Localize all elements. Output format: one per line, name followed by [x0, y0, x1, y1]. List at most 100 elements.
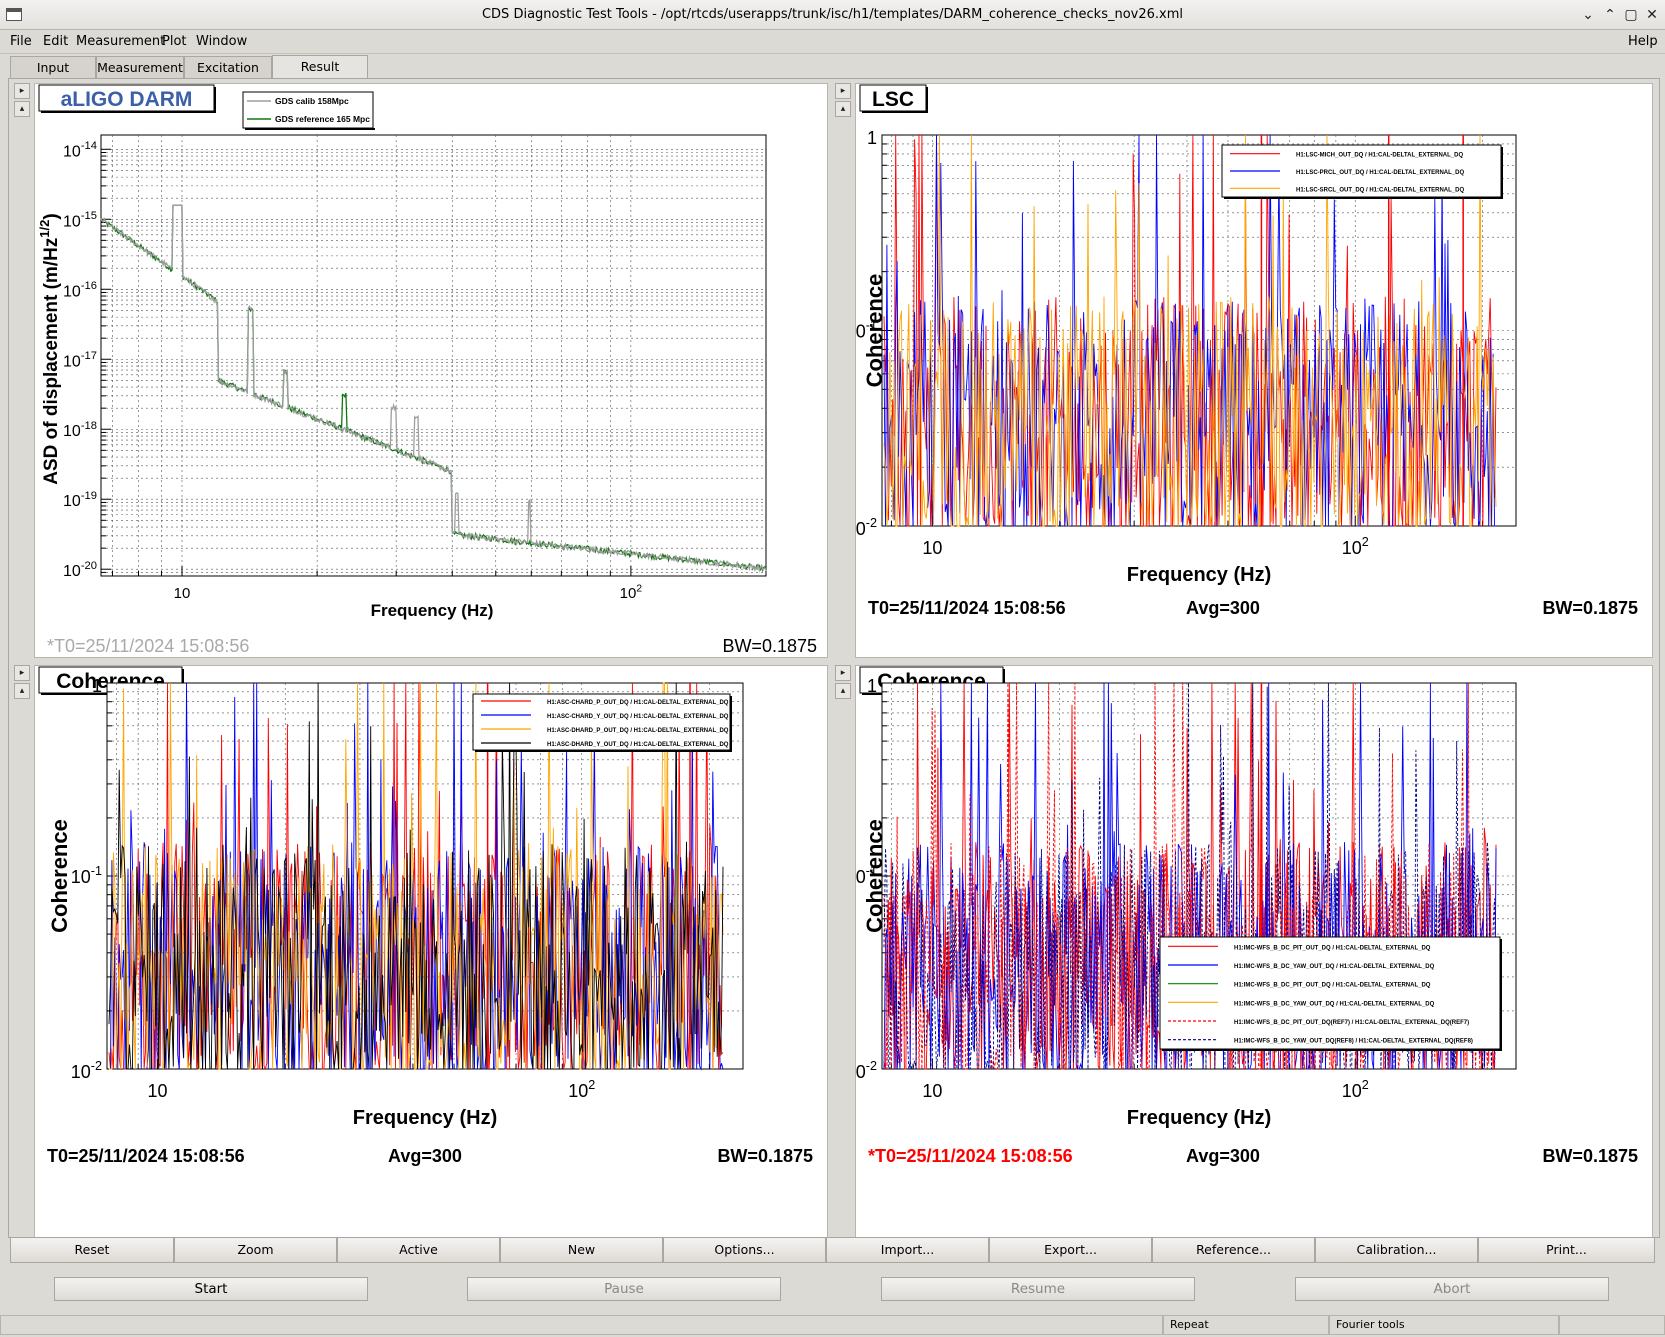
- pad0-footer-bw: BW=0.1875: [722, 636, 817, 656]
- status-repeat: Repeat: [1163, 1315, 1329, 1335]
- pad3-legend-entry-3: H1:IMC-WFS_B_DC_YAW_OUT_DQ / H1:CAL-DELT…: [1234, 1001, 1435, 1007]
- pad2-legend: [472, 693, 731, 751]
- pad3-legend-entry-1: H1:IMC-WFS_B_DC_YAW_OUT_DQ / H1:CAL-DELT…: [1234, 964, 1435, 970]
- pad2-legend-entry-3: H1:ASC-DHARD_Y_OUT_DQ / H1:CAL-DELTAL_EX…: [547, 742, 729, 748]
- pad3-ylabel: Coherence: [862, 819, 887, 933]
- pad0-grid: [101, 135, 766, 576]
- pad3-ytick-1: 10-1: [856, 864, 877, 887]
- export-button[interactable]: Export...: [989, 1237, 1152, 1263]
- plot-pad-imc-coherence[interactable]: Coherence 1 10-1 10-2 10 102 H1:IMC-WFS_B_DC_P…: [855, 665, 1653, 1238]
- status-field-main: [0, 1315, 1163, 1335]
- pad3-footer-bw: BW=0.1875: [1542, 1146, 1638, 1166]
- resume-button[interactable]: Resume: [881, 1277, 1195, 1301]
- pad1-legend-entry-1: H1:LSC-PRCL_OUT_DQ / H1:CAL-DELTAL_EXTER…: [1296, 170, 1464, 176]
- restore-button[interactable]: ▢: [1624, 7, 1638, 23]
- pad1-legend-entry-0: H1:LSC-MICH_OUT_DQ / H1:CAL-DELTAL_EXTER…: [1296, 153, 1463, 159]
- status-field-end: [1559, 1315, 1665, 1335]
- pad1-xlabel: Frequency (Hz): [1127, 564, 1271, 586]
- plot-pad-lsc[interactable]: LSC 1 10-1 10-2 10 102 H1:LSC-MICH_OUT_DQ / H1…: [855, 83, 1653, 658]
- plot-pad-darm[interactable]: aLIGO DARM 10-14 10-15 10-16 10-17 10-18 10-19…: [34, 83, 828, 658]
- tab-measurement[interactable]: Measurement: [96, 56, 184, 78]
- start-button[interactable]: Start: [54, 1277, 368, 1301]
- options-button[interactable]: Options...: [663, 1237, 826, 1263]
- pad1-footer-avg: Avg=300: [1186, 598, 1260, 618]
- pad3-ytick-0: 1: [867, 676, 877, 696]
- pad2-trace: [109, 682, 724, 1070]
- pad-collapse-arrow-2[interactable]: ▴: [835, 101, 851, 117]
- maximize-button[interactable]: ⌃: [1604, 7, 1616, 23]
- pad2-legend-entry-0: H1:ASC-CHARD_P_OUT_DQ / H1:CAL-DELTAL_EX…: [547, 700, 729, 706]
- pad1-ytick-1: 10-1: [856, 318, 877, 341]
- calibration-button[interactable]: Calibration...: [1315, 1237, 1478, 1263]
- pad1-xtick-0: 10: [922, 538, 942, 558]
- pad1-xtick-1: 102: [1342, 535, 1369, 558]
- pad1-trace: [883, 134, 1497, 528]
- pad2-xtick-0: 10: [148, 1081, 168, 1101]
- zoom-button[interactable]: Zoom: [174, 1237, 337, 1263]
- pad0-xtick-1: 102: [620, 582, 643, 602]
- pad0-legend-entry-1: GDS reference 165 Mpc: [275, 114, 370, 124]
- pad2-ytick-1: 10-1: [71, 864, 102, 887]
- pad3-ytick-2: 10-2: [856, 1059, 877, 1082]
- pad0-ytick-4: 10-18: [63, 420, 97, 440]
- pad-expand-arrow-2[interactable]: ▸: [835, 83, 851, 99]
- pad-collapse-arrow-4[interactable]: ▴: [835, 683, 851, 699]
- tab-result[interactable]: Result: [272, 55, 368, 78]
- pad3-legend-entry-5: H1:IMC-WFS_B_DC_YAW_OUT_DQ(REF8) / H1:CA…: [1234, 1039, 1473, 1045]
- pad1-trace: [883, 134, 1496, 527]
- pad2-trace: [109, 682, 724, 1071]
- pad2-footer-time: T0=25/11/2024 15:08:56: [47, 1146, 245, 1166]
- pad-collapse-arrow-1[interactable]: ▴: [14, 101, 30, 117]
- pad2-ylabel: Coherence: [47, 819, 72, 933]
- menu-measurement[interactable]: Measurement: [76, 34, 166, 49]
- status-bar: Repeat Fourier tools: [0, 1312, 1665, 1337]
- menu-window[interactable]: Window: [196, 34, 248, 49]
- reset-button[interactable]: Reset: [10, 1237, 174, 1263]
- pad2-ytick-0: 1: [92, 676, 102, 696]
- pad2-xlabel: Frequency (Hz): [353, 1107, 497, 1129]
- active-button[interactable]: Active: [337, 1237, 500, 1263]
- pad0-xtick-0: 10: [174, 585, 191, 602]
- menu-plot[interactable]: Plot: [162, 34, 187, 49]
- plot-canvas-2: Coherence 1 10-1 10-2 10 102 H1:ASC-CHARD_P_OU…: [38, 666, 813, 1166]
- pad2-legend-entry-2: H1:ASC-DHARD_P_OUT_DQ / H1:CAL-DELTAL_EX…: [547, 728, 729, 734]
- abort-button[interactable]: Abort: [1295, 1277, 1609, 1301]
- menu-file[interactable]: File: [10, 34, 32, 49]
- reference-button[interactable]: Reference...: [1152, 1237, 1315, 1263]
- pad1-title: LSC: [872, 88, 914, 111]
- minimize-button[interactable]: ⌄: [1582, 7, 1594, 23]
- close-button[interactable]: ✕: [1646, 7, 1658, 23]
- pad0-ylabel: ASD of displacement (m/Hz1/2): [37, 213, 62, 484]
- plot-pad-asc-coherence[interactable]: Coherence 1 10-1 10-2 10 102 H1:ASC-CHARD_P_OU…: [34, 665, 828, 1238]
- print-button[interactable]: Print...: [1478, 1237, 1655, 1263]
- tab-excitation[interactable]: Excitation: [184, 56, 272, 78]
- pad3-xtick-0: 10: [922, 1081, 942, 1101]
- pad0-ytick-3: 10-17: [63, 350, 97, 370]
- pad0-ytick-2: 10-16: [63, 280, 97, 300]
- pad2-footer-bw: BW=0.1875: [717, 1146, 813, 1166]
- pad-collapse-arrow-3[interactable]: ▴: [14, 683, 30, 699]
- pad0-legend-entry-0: GDS calib 158Mpc: [275, 96, 349, 106]
- new-button[interactable]: New: [500, 1237, 663, 1263]
- plot-canvas-0: aLIGO DARM 10-14 10-15 10-16 10-17 10-18 10-19…: [37, 84, 817, 656]
- plot-toolbar: Reset Zoom Active New Options... Import.…: [10, 1237, 1655, 1263]
- plot-canvas-3: Coherence 1 10-1 10-2 10 102 H1:IMC-WFS_B_DC_P…: [856, 666, 1638, 1166]
- pad2-footer-avg: Avg=300: [388, 1146, 462, 1166]
- pad-expand-arrow-3[interactable]: ▸: [14, 665, 30, 681]
- window-menu-icon[interactable]: [6, 8, 22, 21]
- menu-help[interactable]: Help: [1628, 34, 1658, 49]
- pad2-legend-entry-1: H1:ASC-CHARD_Y_OUT_DQ / H1:CAL-DELTAL_EX…: [547, 714, 729, 720]
- menu-edit[interactable]: Edit: [43, 34, 69, 49]
- pad3-xtick-1: 102: [1342, 1078, 1369, 1101]
- tab-input[interactable]: Input: [10, 56, 96, 78]
- title-bar: CDS Diagnostic Test Tools - /opt/rtcds/u…: [0, 0, 1665, 30]
- import-button[interactable]: Import...: [826, 1237, 989, 1263]
- pad0-title-box: [38, 84, 215, 112]
- pad3-legend-entry-2: H1:IMC-WFS_B_DC_PIT_OUT_DQ / H1:CAL-DELT…: [1234, 983, 1431, 989]
- pad3-trace: [883, 682, 1497, 1070]
- pause-button[interactable]: Pause: [467, 1277, 781, 1301]
- pad1-footer-bw: BW=0.1875: [1542, 598, 1638, 618]
- pad-expand-arrow-1[interactable]: ▸: [14, 83, 30, 99]
- pad-expand-arrow-4[interactable]: ▸: [835, 665, 851, 681]
- pad2-trace: [108, 682, 724, 1070]
